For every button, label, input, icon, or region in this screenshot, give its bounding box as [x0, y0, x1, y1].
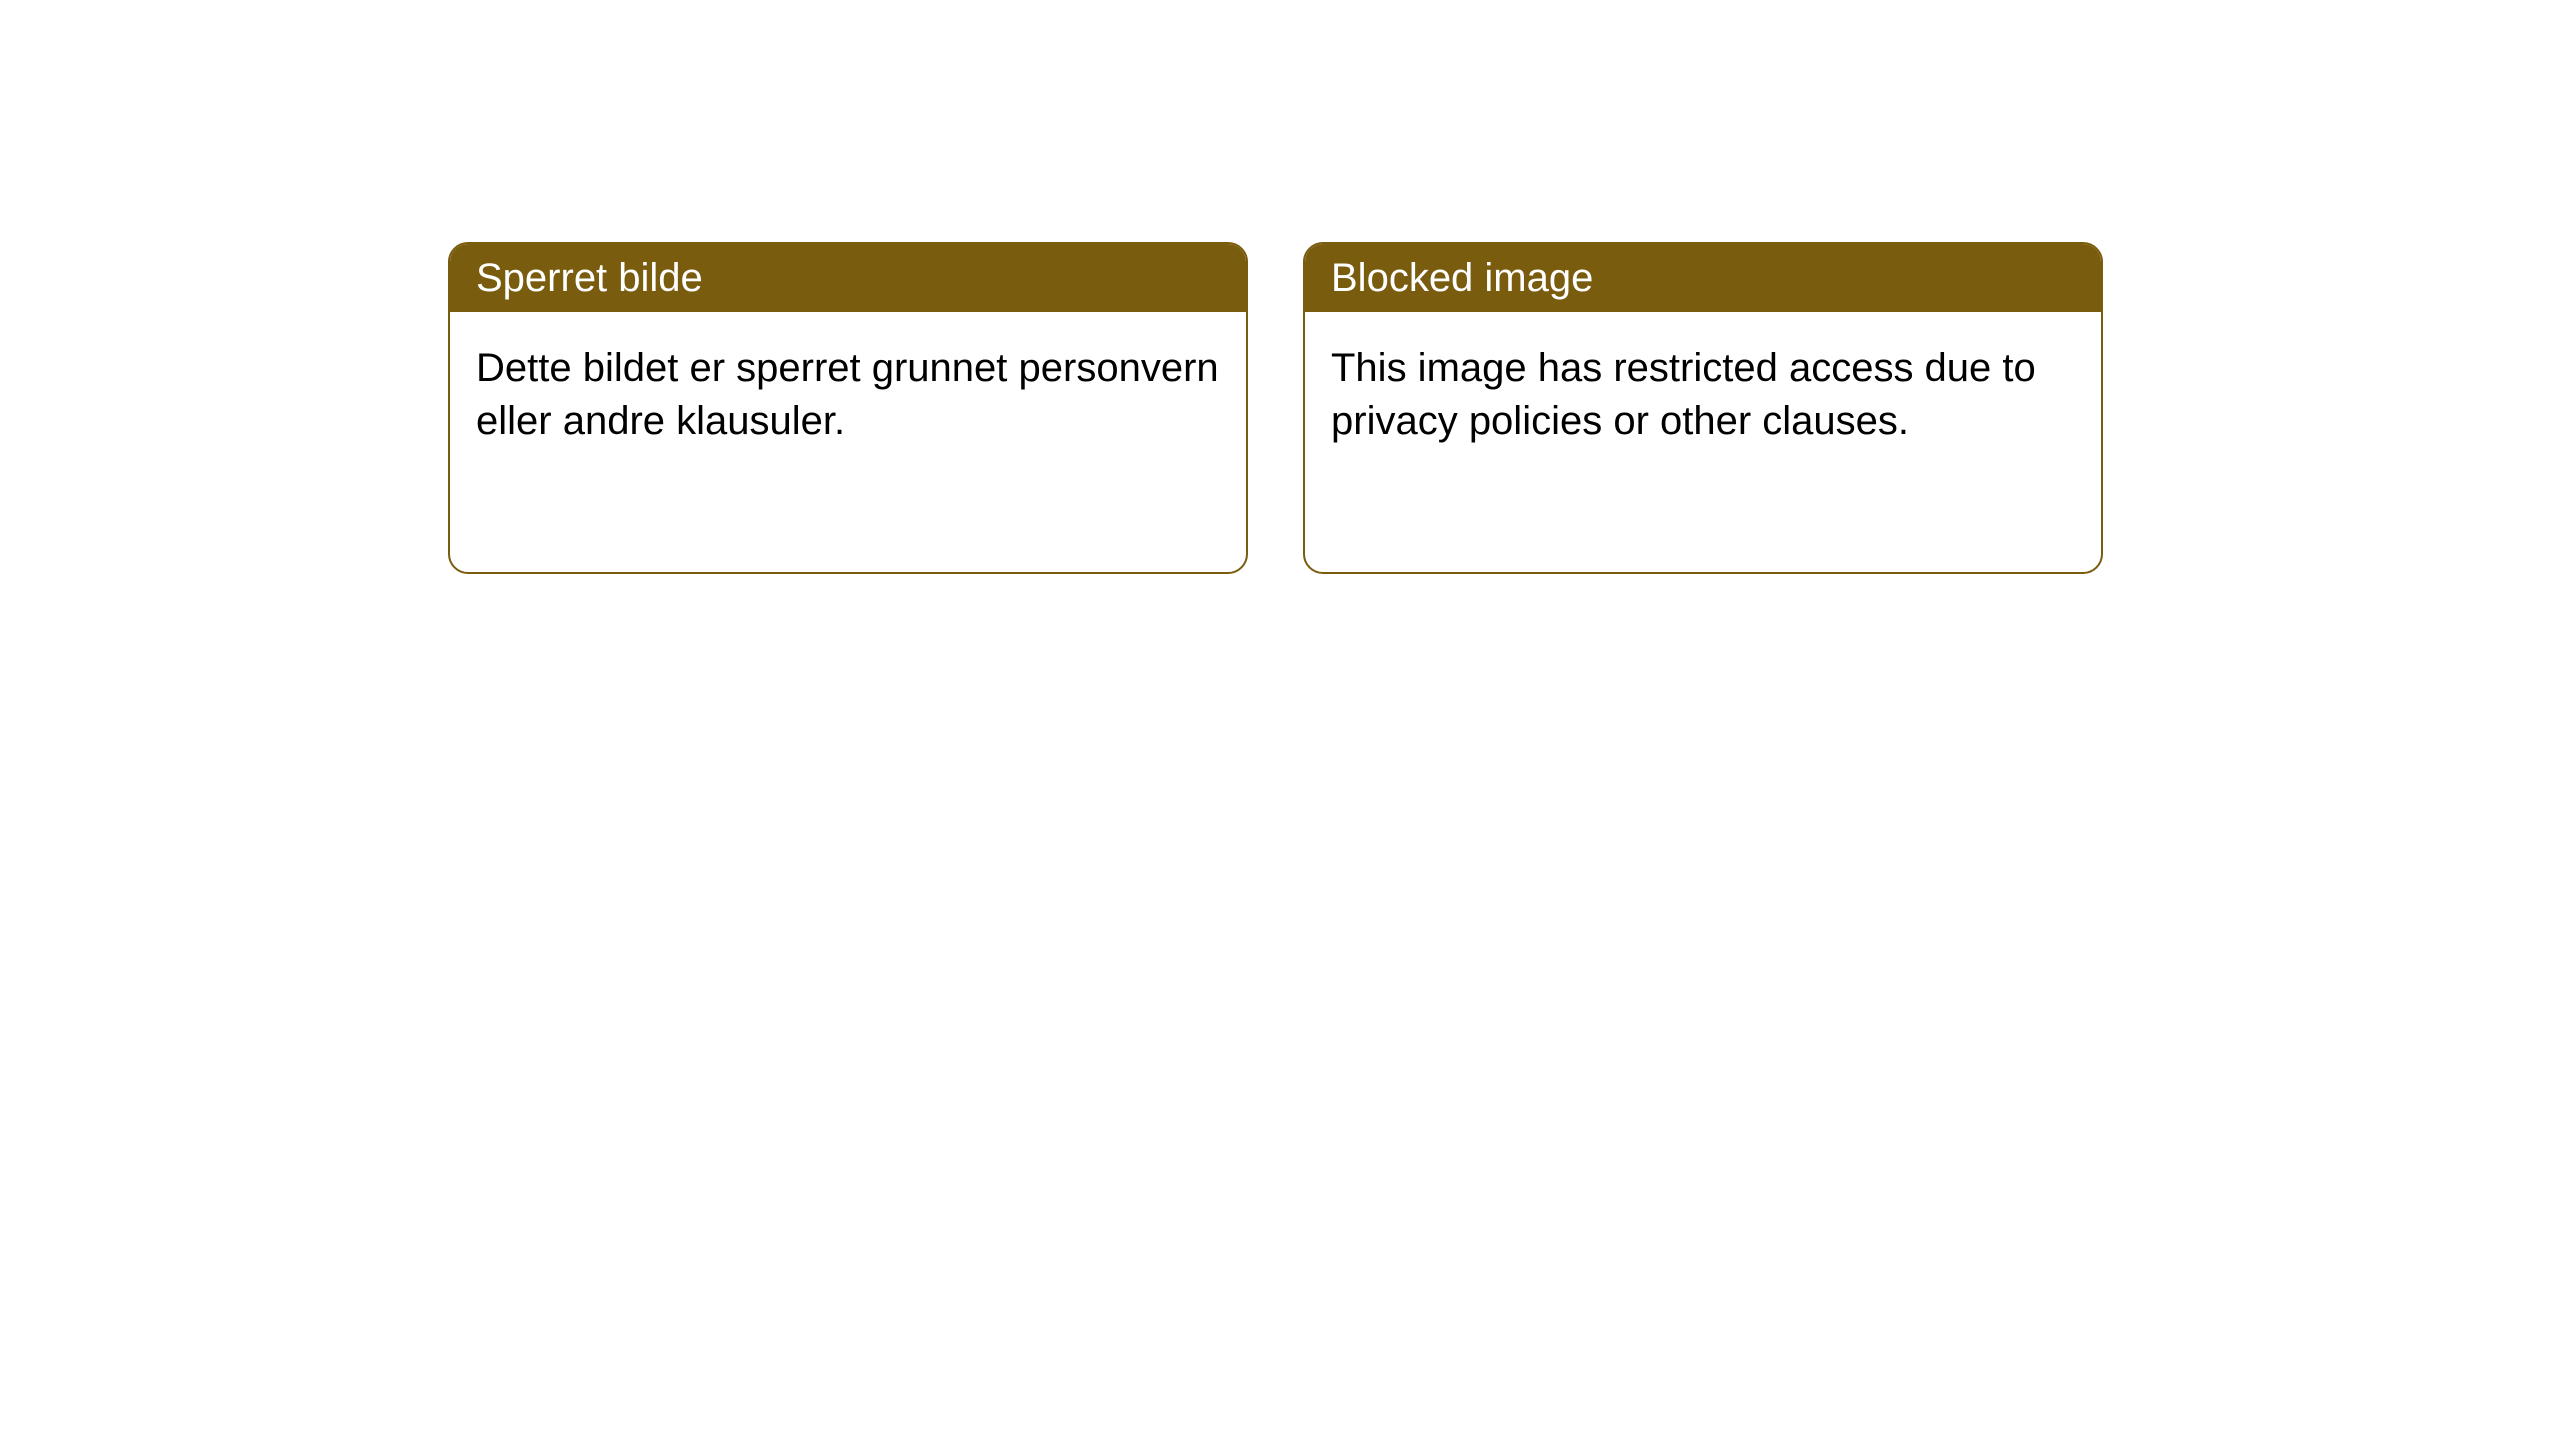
notice-title: Blocked image — [1331, 256, 1593, 300]
notice-title: Sperret bilde — [476, 256, 703, 300]
notice-body-text: Dette bildet er sperret grunnet personve… — [476, 346, 1219, 443]
notice-body-text: This image has restricted access due to … — [1331, 346, 2036, 443]
notice-card-english: Blocked image This image has restricted … — [1303, 242, 2103, 574]
notice-card-norwegian: Sperret bilde Dette bildet er sperret gr… — [448, 242, 1248, 574]
notice-header: Blocked image — [1305, 244, 2101, 312]
notice-body: Dette bildet er sperret grunnet personve… — [450, 312, 1246, 478]
notice-container: Sperret bilde Dette bildet er sperret gr… — [448, 242, 2103, 574]
notice-header: Sperret bilde — [450, 244, 1246, 312]
notice-body: This image has restricted access due to … — [1305, 312, 2101, 478]
